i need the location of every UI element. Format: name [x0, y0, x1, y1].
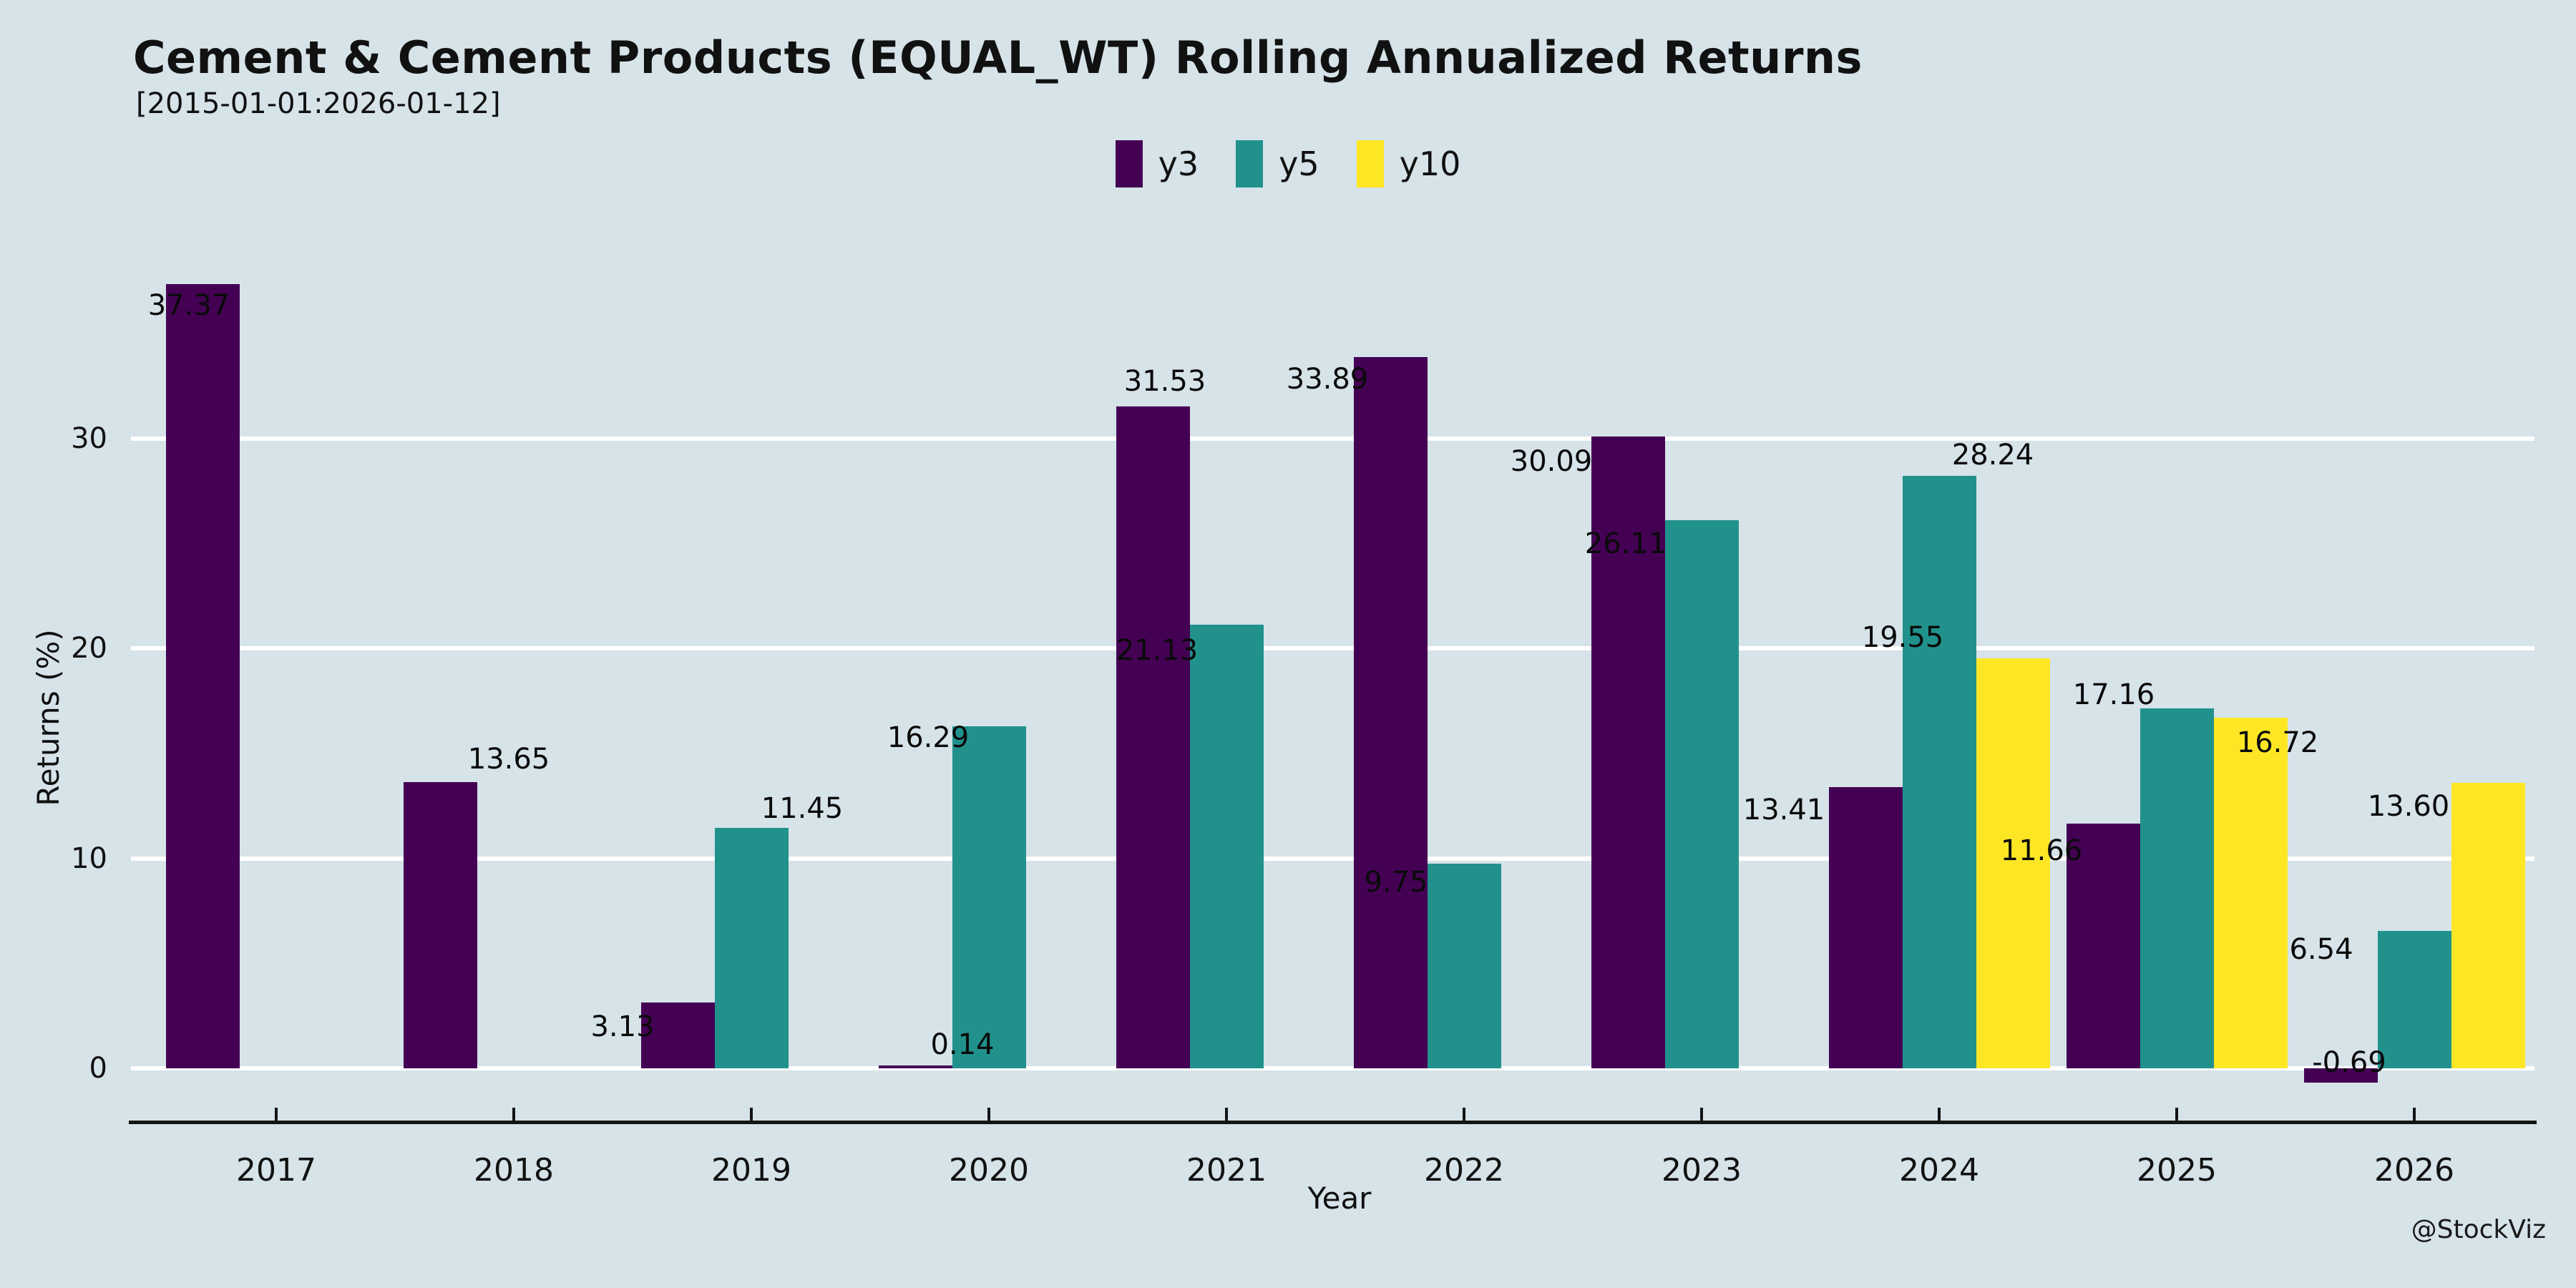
y-axis-tick-label: 0: [89, 1052, 107, 1085]
axis-tick-mark: [2175, 1108, 2178, 1121]
bar-y5-2019: [714, 828, 789, 1068]
axis-tick-mark: [1463, 1108, 1465, 1121]
bar-value-label: 11.45: [761, 792, 844, 826]
x-axis-tick-label: 2026: [2374, 1152, 2454, 1189]
bar-value-label: 31.53: [1123, 365, 1206, 399]
axis-tick-mark: [987, 1108, 990, 1121]
bar-value-label: 33.89: [1286, 363, 1369, 396]
bar-value-label: 26.11: [1584, 527, 1667, 561]
chart-legend: y3 y5 y10: [0, 140, 2576, 187]
bar-y3-2019: [640, 1002, 715, 1068]
bar-value-label: 37.37: [147, 288, 230, 322]
legend-swatch-y3: [1115, 140, 1143, 187]
bar-y5-2023: [1664, 520, 1739, 1068]
credit-watermark: @StockViz: [2411, 1215, 2546, 1244]
bar-value-label: 19.55: [1861, 620, 1944, 654]
bar-value-label: 6.54: [2289, 933, 2353, 967]
x-axis-tick-label: 2024: [1899, 1152, 1979, 1189]
bar-value-label: 3.13: [590, 1010, 655, 1044]
x-axis-title: Year: [1307, 1181, 1372, 1216]
x-axis-tick-label: 2018: [474, 1152, 554, 1189]
x-axis-tick-label: 2017: [236, 1152, 316, 1189]
y-axis-tick-label: 30: [71, 422, 107, 456]
x-axis-tick-label: 2020: [949, 1152, 1029, 1189]
bar-value-label: 30.09: [1510, 445, 1593, 479]
bar-y3-2022: [1353, 357, 1428, 1068]
bar-y5-2021: [1189, 625, 1264, 1068]
bar-y3-2026: [2303, 1068, 2378, 1083]
axis-tick-mark: [1700, 1108, 1703, 1121]
legend-label: y5: [1279, 145, 1319, 183]
bar-y10-2024: [1976, 658, 2050, 1068]
gridline: [131, 646, 2534, 651]
legend-swatch-y10: [1356, 140, 1384, 187]
bar-y5-2025: [2140, 708, 2214, 1068]
gridline: [131, 436, 2534, 441]
legend-label: y3: [1158, 145, 1199, 183]
y-axis-tick-label: 20: [71, 632, 107, 665]
x-axis-tick-label: 2025: [2137, 1152, 2217, 1189]
bar-value-label: 28.24: [1951, 438, 2034, 472]
legend-item-y10: y10: [1356, 140, 1461, 187]
bar-y10-2025: [2213, 717, 2288, 1068]
bar-value-label: 17.16: [2072, 678, 2155, 711]
x-axis-tick-label: 2023: [1662, 1152, 1742, 1189]
chart-subtitle: [2015-01-01:2026-01-12]: [136, 87, 501, 120]
x-axis-tick-label: 2021: [1186, 1152, 1267, 1189]
legend-swatch-y5: [1236, 140, 1264, 187]
legend-item-y3: y3: [1115, 140, 1199, 187]
bar-value-label: 13.65: [467, 742, 550, 776]
bar-value-label: 16.29: [887, 721, 970, 755]
bar-y10-2026: [2451, 783, 2525, 1068]
bar-y5-2024: [1902, 475, 1976, 1068]
bar-value-label: 0.14: [930, 1028, 995, 1061]
legend-label: y10: [1399, 145, 1461, 183]
bar-y3-2018: [403, 781, 477, 1068]
bar-value-label: 11.66: [2000, 834, 2083, 867]
bar-value-label: 13.41: [1742, 793, 1825, 826]
axis-tick-mark: [750, 1108, 753, 1121]
bar-y3-2021: [1116, 406, 1190, 1068]
bar-y3-2017: [165, 283, 240, 1068]
bar-value-label: 16.72: [2236, 726, 2319, 759]
y-axis-title: Returns (%): [31, 629, 66, 806]
legend-item-y5: y5: [1236, 140, 1319, 187]
gridline: [131, 1066, 2534, 1070]
bar-y5-2022: [1427, 864, 1501, 1068]
axis-tick-mark: [512, 1108, 515, 1121]
y-axis-tick-label: 10: [71, 841, 107, 875]
bar-y3-2025: [2066, 824, 2140, 1068]
gridline: [131, 856, 2534, 861]
axis-tick-mark: [1938, 1108, 1941, 1121]
bar-y5-2020: [952, 726, 1026, 1068]
bar-value-label: -0.69: [2312, 1046, 2386, 1079]
axis-tick-mark: [275, 1108, 278, 1121]
bar-y3-2020: [878, 1065, 952, 1068]
bar-value-label: 21.13: [1116, 634, 1199, 668]
chart-title: Cement & Cement Products (EQUAL_WT) Roll…: [133, 31, 1863, 84]
axis-tick-mark: [1225, 1108, 1228, 1121]
bar-y5-2026: [2377, 931, 2451, 1068]
bar-y3-2023: [1591, 436, 1665, 1068]
x-axis-tick-label: 2019: [711, 1152, 791, 1189]
x-axis-spine: [129, 1121, 2537, 1124]
bar-y3-2024: [1828, 786, 1903, 1068]
axis-tick-mark: [2413, 1108, 2416, 1121]
bar-value-label: 13.60: [2367, 790, 2450, 824]
x-axis-tick-label: 2022: [1424, 1152, 1504, 1189]
bar-value-label: 9.75: [1364, 866, 1428, 899]
